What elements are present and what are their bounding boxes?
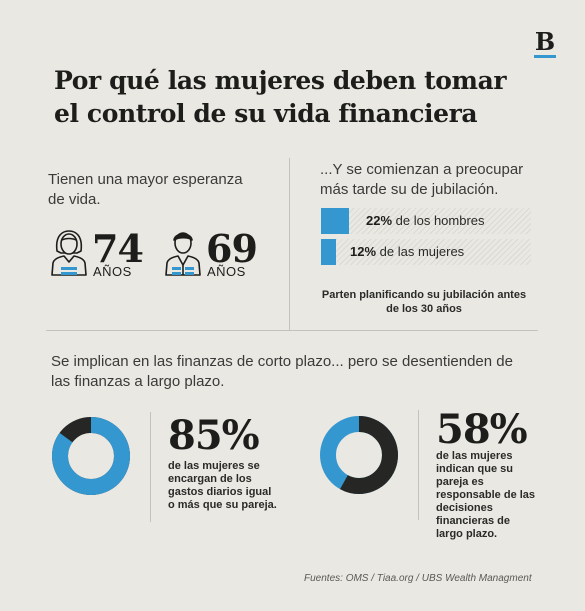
long-term-description: de las mujeres indican que su pareja es … <box>436 450 536 540</box>
page-title: Por qué las mujeres deben tomar el contr… <box>54 66 507 128</box>
short-term-donut-segment <box>52 417 130 495</box>
women-bar-track <box>321 239 531 265</box>
short-term-description: de las mujeres se encargan de los gastos… <box>168 460 277 511</box>
men-bar-track <box>321 208 531 234</box>
long-term-donut <box>320 416 398 494</box>
short-term-donut <box>52 417 130 495</box>
life-expectancy-heading: Tienen una mayor esperanza de vida. <box>48 171 243 208</box>
long-term-divider <box>418 410 419 520</box>
section-divider-vertical <box>289 158 290 330</box>
women-life-expectancy-value: 74 <box>92 226 144 271</box>
men-bar-label: 22% de los hombres <box>366 208 485 234</box>
men-life-expectancy-value: 69 <box>206 226 258 271</box>
short-term-divider <box>150 412 151 522</box>
section-divider-horizontal <box>46 330 538 331</box>
man-icon <box>165 232 201 276</box>
short-term-percent: 85% <box>168 412 260 459</box>
men-bar-value: 22% <box>366 213 393 228</box>
men-bar-text: de los hombres <box>392 213 485 228</box>
men-life-expectancy-unit: AÑOS <box>207 264 246 279</box>
woman-icon <box>51 230 87 276</box>
long-term-donut-segment <box>320 416 398 494</box>
long-term-percent: 58% <box>436 406 528 453</box>
retirement-note: Parten planificando su jubilación antes … <box>321 289 527 315</box>
women-bar <box>321 239 336 265</box>
brand-logo-underline <box>534 55 556 58</box>
source-note: Fuentes: OMS / Tiaa.org / UBS Wealth Man… <box>304 573 532 584</box>
women-life-expectancy-unit: AÑOS <box>93 264 132 279</box>
women-bar-label: 12% de las mujeres <box>350 239 464 265</box>
finance-heading: Se implican en las finanzas de corto pla… <box>51 353 513 390</box>
men-bar <box>321 208 349 234</box>
retirement-heading: ...Y se comienzan a preocupar más tarde … <box>320 161 524 198</box>
brand-logo: B <box>534 27 556 56</box>
women-bar-value: 12% <box>350 244 377 259</box>
women-bar-text: de las mujeres <box>376 244 465 259</box>
